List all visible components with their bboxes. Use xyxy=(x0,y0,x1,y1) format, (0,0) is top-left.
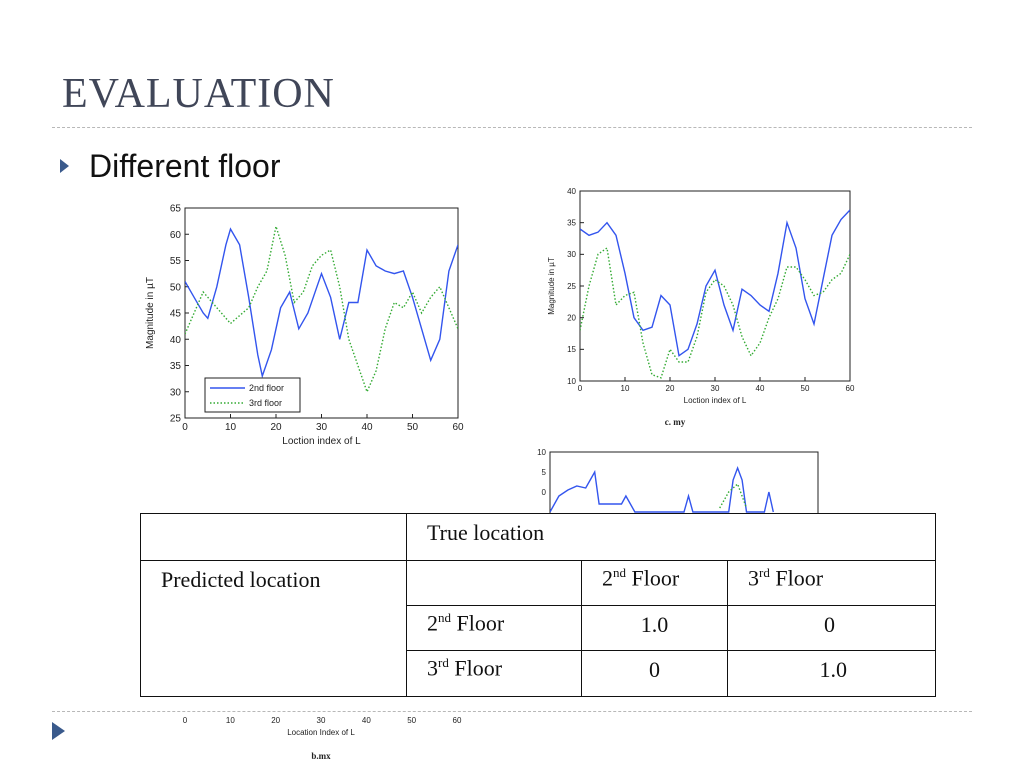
title-divider xyxy=(52,127,972,128)
bullet-item: Different floor xyxy=(60,146,281,186)
legend-label-3rd-floor: 3rd floor xyxy=(249,398,282,408)
table-cell-empty xyxy=(140,513,407,561)
series-line-2nd-floor xyxy=(550,466,774,513)
x-tick-label: 60 xyxy=(452,422,464,433)
bullet-triangle-icon xyxy=(60,159,69,173)
table-row: 3rd Floor 0 1.0 xyxy=(141,650,936,697)
x-tick-label: 60 xyxy=(846,384,855,393)
table-cell-empty xyxy=(406,560,582,606)
bullet-text: Different floor xyxy=(89,147,281,184)
y-tick-label: 20 xyxy=(567,313,576,322)
y-tick-label: 45 xyxy=(170,309,182,320)
legend-box xyxy=(204,377,301,413)
slide-title: EVALUATION xyxy=(62,71,335,117)
col2-num: 3 xyxy=(748,565,759,591)
x-tick-label: 50 xyxy=(407,422,419,433)
x-axis-label: Loction index of L xyxy=(282,436,361,447)
x-tick-label: 10 xyxy=(225,422,237,433)
y-tick-label: 25 xyxy=(567,282,576,291)
y-tick-label: 60 xyxy=(170,230,182,241)
confusion-table-grid: True location Predicted location 2nd Flo… xyxy=(140,513,936,697)
x-tick-label: 50 xyxy=(801,384,810,393)
x-tick-label: 20 xyxy=(270,422,282,433)
row2-num: 3 xyxy=(427,655,438,681)
y-tick-label: 55 xyxy=(170,256,182,267)
y-axis-label: Magnitude in µT xyxy=(145,277,156,349)
series-line-2nd-floor xyxy=(580,209,850,357)
cell-2nd-2nd: 1.0 xyxy=(581,605,728,651)
chart-c: 10 15 20 25 30 35 40 0 10 20 30 40 50 60 Loction index… xyxy=(540,185,870,430)
cell-2nd-3rd: 0 xyxy=(727,605,936,651)
row1-sup: nd xyxy=(438,610,451,625)
col-header-3rd-floor: 3rd Floor xyxy=(727,560,936,606)
x-tick-label: 60 xyxy=(453,716,462,725)
x-axis-label: Location Index of L xyxy=(287,728,355,737)
y-tick-label: 30 xyxy=(170,387,182,398)
x-tick-label: 20 xyxy=(666,384,675,393)
row2-sup: rd xyxy=(438,655,449,670)
legend-label-2nd-floor: 2nd floor xyxy=(249,383,284,393)
y-tick-label: 40 xyxy=(567,187,576,196)
table-row: True location xyxy=(140,513,936,561)
x-tick-label: 0 xyxy=(578,384,583,393)
col2-sup: rd xyxy=(759,565,770,580)
y-tick-label: 15 xyxy=(567,345,576,354)
y-tick-label: 25 xyxy=(170,414,182,425)
x-tick-label: 30 xyxy=(317,716,326,725)
plot-area xyxy=(579,190,851,382)
y-tick-label: 10 xyxy=(537,448,546,457)
header-true-location: True location xyxy=(406,513,936,561)
plot-frame xyxy=(549,451,819,515)
col-header-2nd-floor: 2nd Floor xyxy=(581,560,728,606)
table-row: Predicted location 2nd Floor 3rd Floor xyxy=(140,560,936,697)
x-tick-label: 40 xyxy=(362,716,371,725)
header-predicted-location: Predicted location xyxy=(140,560,407,697)
next-slide-icon[interactable] xyxy=(52,722,65,740)
x-tick-label: 30 xyxy=(316,422,328,433)
row1-label: Floor xyxy=(451,610,505,636)
x-tick-label: 0 xyxy=(182,422,188,433)
x-tick-label: 10 xyxy=(226,716,235,725)
col1-sup: nd xyxy=(613,565,626,580)
confusion-table: True location Predicted location 2nd Flo… xyxy=(140,513,936,697)
y-tick-label: 65 xyxy=(170,204,182,215)
chart-a-legend: 2nd floor 3rd floor xyxy=(204,377,301,413)
row2-label: Floor xyxy=(448,655,503,681)
x-tick-label: 40 xyxy=(361,422,373,433)
y-tick-label: 40 xyxy=(170,335,182,346)
row-header-2nd-floor: 2nd Floor xyxy=(406,605,582,651)
col1-label: Floor xyxy=(626,565,680,591)
y-tick-label: 10 xyxy=(567,377,576,386)
chart-a-svg: 25 30 35 40 45 50 55 60 65 0 10 20 30 40 50 60 Loction i… xyxy=(145,204,464,472)
x-tick-label: 10 xyxy=(621,384,630,393)
row-header-3rd-floor: 3rd Floor xyxy=(406,650,582,697)
y-tick-label: 35 xyxy=(567,218,576,227)
x-tick-label: 30 xyxy=(711,384,720,393)
col2-label: Floor xyxy=(769,565,824,591)
y-tick-label: 0 xyxy=(542,488,547,497)
x-tick-label: 40 xyxy=(756,384,765,393)
cell-3rd-2nd: 0 xyxy=(581,650,728,697)
series-line-3rd-floor xyxy=(719,482,748,509)
y-tick-label: 50 xyxy=(170,282,182,293)
chart-c-caption: c. my xyxy=(665,417,686,427)
chart-a: 25 30 35 40 45 50 55 60 65 0 10 20 30 40 50 60 Loction i… xyxy=(135,200,475,480)
table-row: 2nd Floor 1.0 0 xyxy=(141,605,936,651)
chart-b-caption: b.mx xyxy=(311,751,331,761)
y-tick-label: 5 xyxy=(542,468,547,477)
series-line-2nd-floor xyxy=(185,227,458,379)
x-tick-label: 0 xyxy=(183,716,188,725)
row1-num: 2 xyxy=(427,610,438,636)
footer-divider xyxy=(52,711,972,712)
x-axis-label: Loction index of L xyxy=(684,396,747,405)
x-tick-label: 20 xyxy=(271,716,280,725)
y-axis-label: Magnitude in µT xyxy=(547,257,556,315)
col1-num: 2 xyxy=(602,565,613,591)
y-tick-label: 35 xyxy=(170,361,182,372)
cell-3rd-3rd: 1.0 xyxy=(727,650,936,697)
y-tick-label: 30 xyxy=(567,250,576,259)
x-tick-label: 50 xyxy=(407,716,416,725)
